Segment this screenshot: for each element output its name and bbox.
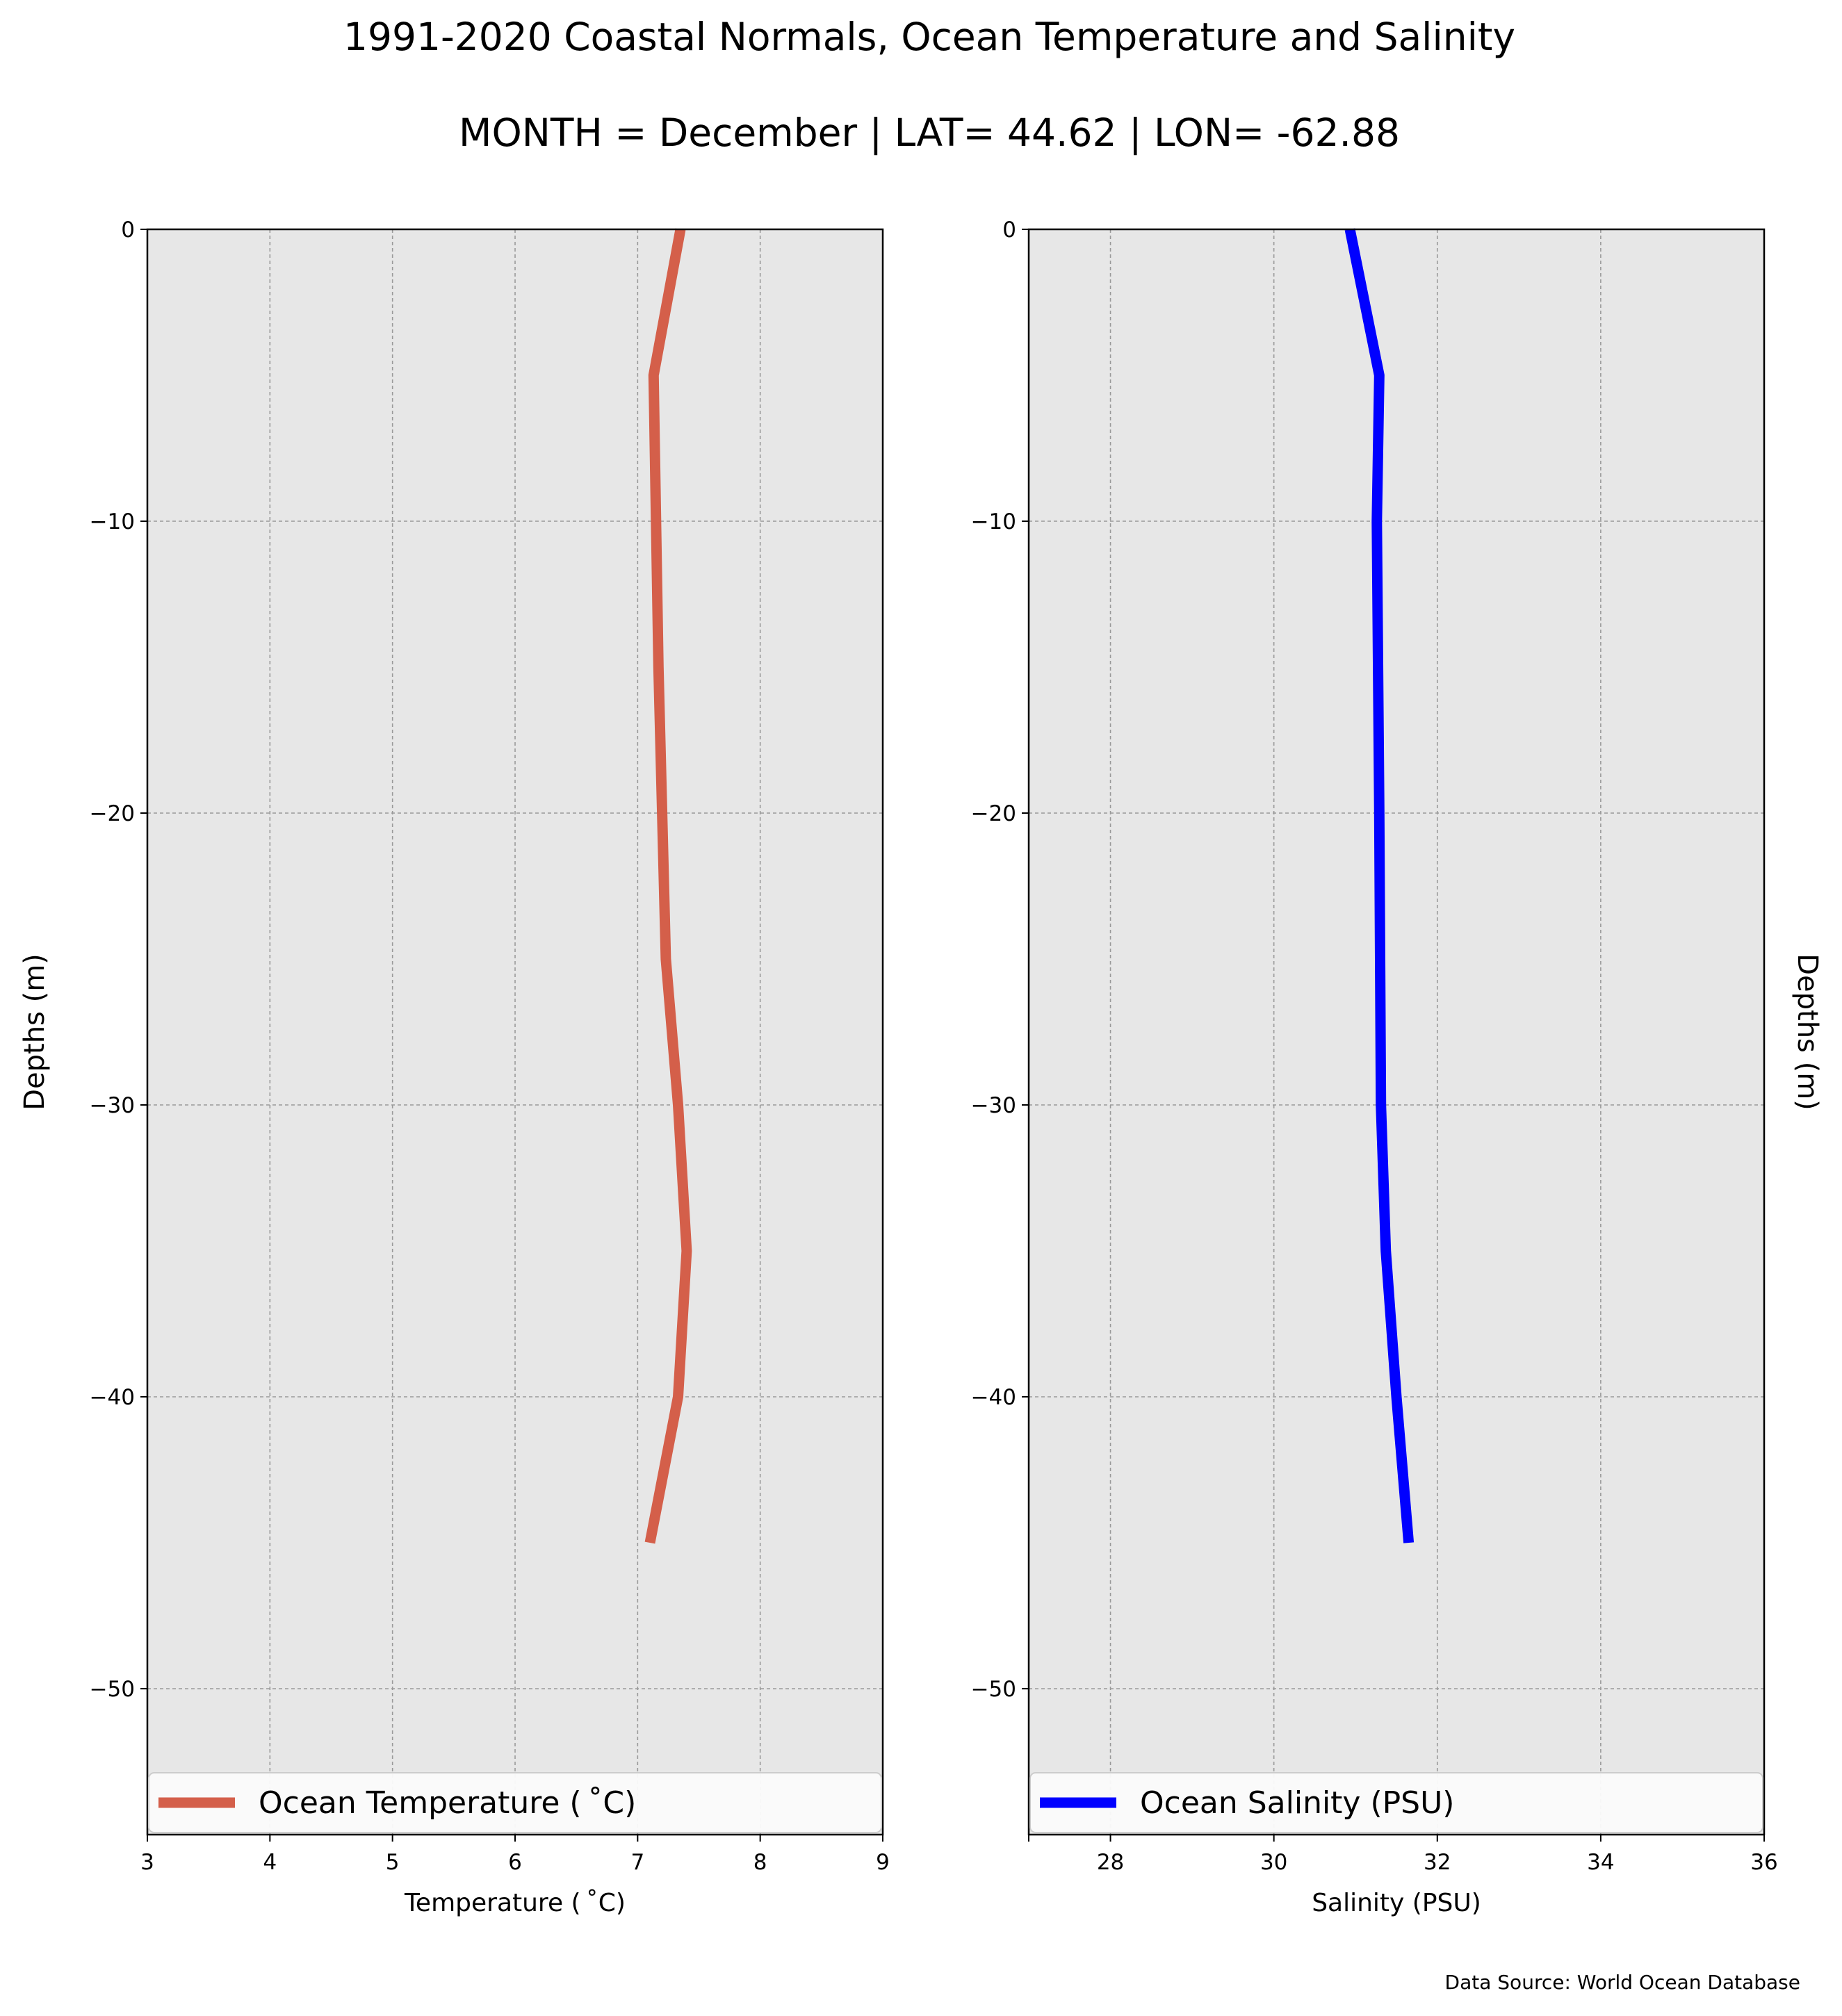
y-tick-label: −10 [971,509,1016,534]
x-tick-label: 30 [1260,1850,1287,1875]
y-tick-label: −50 [90,1677,135,1702]
x-tick-label: 4 [263,1850,277,1875]
y-tick-label: 0 [121,218,135,243]
x-axis-label: Salinity (PSU) [1312,1889,1481,1917]
y-axis-label: Depths (m) [19,953,51,1111]
series-line [1344,228,1415,1543]
x-tick-label: 32 [1424,1850,1451,1875]
series-line [644,228,692,1544]
x-tick-label: 6 [508,1850,522,1875]
legend-label: Ocean Salinity (PSU) [1140,1785,1454,1821]
y-tick-label: −20 [90,801,135,826]
y-tick-label: −40 [90,1385,135,1410]
x-axis-label: Temperature ( ˚C) [404,1889,626,1917]
figure-subtitle: MONTH = December | LAT= 44.62 | LON= -62… [459,110,1400,156]
y-tick-label: −10 [90,509,135,534]
x-tick-label: 5 [386,1850,400,1875]
legend-box [148,1772,882,1833]
data-source-note: Data Source: World Ocean Database [1445,1971,1800,1994]
y-axis-label: Depths (m) [1791,953,1823,1111]
temperature-panel: 3 4 5 6 7 8 9 0 −10 −20 −30 −40 −50 Temperature ( ˚C)… [19,218,890,1917]
y-tick-label: −20 [971,801,1016,826]
salinity-panel: 28 30 32 34 36 0 −10 −20 −30 −40 −50 Salinity (PSU)… [971,218,1823,1917]
x-tick-label: 36 [1750,1850,1777,1875]
x-tick-label: 7 [630,1850,644,1875]
x-tick-label: 3 [140,1850,154,1875]
y-tick-label: −40 [971,1385,1016,1410]
plot-area [1029,229,1764,1835]
figure-title: 1991-2020 Coastal Normals, Ocean Tempera… [343,15,1515,59]
y-tick-label: −30 [971,1093,1016,1118]
axes-frame [1027,228,1766,1836]
x-tick-label: 34 [1587,1850,1614,1875]
y-tick-label: −30 [90,1093,135,1118]
x-tick-label: 8 [753,1850,767,1875]
legend-box [1029,1772,1763,1833]
x-tick-label: 28 [1097,1850,1124,1875]
y-tick-label: 0 [1002,218,1016,243]
x-tick-label: 9 [876,1850,890,1875]
legend-label: Ocean Temperature ( ˚C) [259,1785,636,1821]
y-tick-label: −50 [971,1677,1016,1702]
